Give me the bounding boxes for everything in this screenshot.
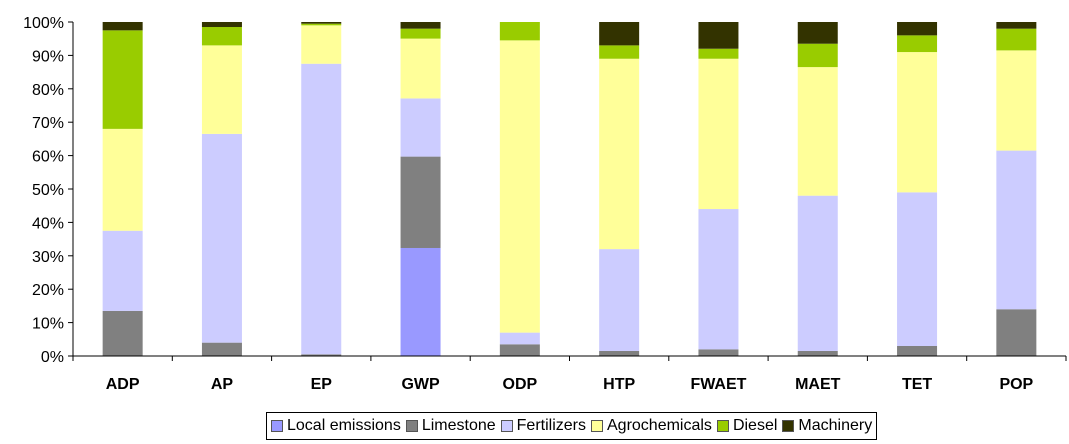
bar-segment-ep-fertilizers [301, 63, 342, 355]
stacked-bar-chart: 0% 10% 20% 30% 40% 50% 60% 70% 80% 90% 100% ADP AP E… [23, 15, 1067, 393]
bar-segment-ep-agrochemicals [301, 25, 342, 64]
bar-segment-fwaet-diesel [698, 48, 739, 59]
y-tick-label: 60% [32, 149, 64, 166]
x-category-label: TET [902, 376, 932, 393]
x-axis: ADP AP EP GWP ODP HTP FWAET MAET TET POP [72, 355, 1067, 393]
bar-segment-tet-machinery [897, 22, 938, 36]
y-tick-label: 0% [41, 349, 64, 366]
bar-segment-ap-limestone [201, 342, 242, 356]
y-tick-label: 10% [32, 316, 64, 333]
legend-label: Machinery [798, 417, 873, 434]
x-category-label: EP [311, 376, 333, 393]
bar-segment-tet-agrochemicals [897, 52, 938, 193]
bar-segment-gwp-local-emissions [400, 247, 441, 356]
bar-segment-adp-agrochemicals [102, 128, 143, 231]
legend-item: Agrochemicals [591, 417, 712, 435]
legend-swatch [591, 420, 603, 432]
legend-label: Diesel [732, 417, 778, 434]
legend-item: Fertilizers [500, 417, 586, 435]
y-tick-label: 30% [32, 249, 64, 266]
bar-segment-htp-fertilizers [599, 249, 640, 351]
legend-swatch [500, 420, 513, 432]
bar-segment-ep-limestone [301, 354, 342, 356]
bar-segment-ep-machinery [301, 22, 342, 24]
bar-segment-ap-machinery [201, 22, 242, 28]
bar-segment-fwaet-fertilizers [698, 209, 739, 350]
bar-segment-pop-diesel [996, 28, 1037, 51]
bar-segment-maet-limestone [797, 350, 838, 356]
bar-segment-ep-diesel [301, 23, 342, 26]
legend-label: Fertilizers [516, 417, 586, 434]
y-axis: 0% 10% 20% 30% 40% 50% 60% 70% 80% 90% 100% [23, 15, 74, 366]
bar-segment-pop-agrochemicals [996, 50, 1037, 151]
x-category-label: ADP [106, 376, 140, 393]
bar-segment-maet-machinery [797, 22, 838, 44]
bar-segment-maet-fertilizers [797, 195, 838, 351]
legend: Local emissions Limestone Fertilizers Agroc… [266, 412, 878, 440]
bar-segment-fwaet-machinery [698, 22, 739, 49]
bar-segment-odp-fertilizers [499, 332, 540, 345]
bar-segment-tet-diesel [897, 35, 938, 53]
legend-item: Diesel [716, 417, 778, 435]
bar-segment-gwp-diesel [400, 28, 441, 39]
x-category-label: AP [211, 376, 234, 393]
bar-segment-htp-machinery [599, 22, 640, 46]
y-tick-label: 90% [32, 48, 64, 65]
legend-label: Local emissions [287, 417, 401, 434]
legend-item: Local emissions [271, 417, 401, 435]
bar-segment-adp-limestone [102, 310, 143, 356]
bar-segment-pop-machinery [996, 22, 1037, 29]
y-tick-label: 40% [32, 215, 64, 232]
x-category-label: HTP [603, 376, 635, 393]
bar-segment-tet-limestone [897, 345, 938, 356]
bar-segment-pop-limestone [996, 309, 1037, 356]
bar-segment-gwp-agrochemicals [400, 38, 441, 99]
bar-segment-odp-diesel [499, 22, 540, 41]
bar-segment-fwaet-limestone [698, 349, 739, 356]
y-tick-label: 50% [32, 182, 64, 199]
bar-segment-adp-machinery [102, 22, 143, 31]
bar-segment-htp-diesel [599, 45, 640, 59]
bar-segment-gwp-limestone [400, 156, 441, 248]
bar-segment-gwp-machinery [400, 22, 441, 29]
x-category-label: ODP [503, 376, 538, 393]
bar-segment-htp-limestone [599, 350, 640, 356]
x-category-label: MAET [795, 376, 841, 393]
x-category-label: POP [999, 376, 1033, 393]
bar-segment-odp-agrochemicals [499, 40, 540, 333]
x-category-label: FWAET [690, 376, 746, 393]
y-tick-label: 70% [32, 115, 64, 132]
legend-swatch [405, 420, 418, 432]
y-tick-label: 80% [32, 82, 64, 99]
legend-item: Machinery [782, 417, 872, 435]
bar-segment-gwp-fertilizers [400, 98, 441, 157]
bar-segment-htp-agrochemicals [599, 58, 640, 250]
legend-label: Agrochemicals [607, 417, 712, 434]
legend-item: Limestone [405, 417, 496, 435]
bar-segment-ap-fertilizers [201, 133, 242, 343]
bar-segment-tet-fertilizers [897, 192, 938, 346]
bar-stacks [102, 22, 1037, 356]
bar-segment-maet-agrochemicals [797, 67, 838, 196]
legend-label: Limestone [421, 417, 496, 434]
legend-swatch [782, 420, 795, 432]
bar-segment-odp-limestone [499, 344, 540, 356]
bar-segment-ap-diesel [201, 27, 242, 46]
y-tick-label: 20% [32, 282, 64, 299]
legend-swatch [716, 420, 729, 432]
bar-segment-adp-diesel [102, 30, 143, 129]
bar-segment-fwaet-agrochemicals [698, 58, 739, 210]
y-tick-label: 100% [23, 15, 64, 32]
bar-segment-maet-diesel [797, 43, 838, 68]
legend-swatch [271, 420, 283, 432]
bar-segment-adp-fertilizers [102, 230, 143, 311]
bar-segment-pop-fertilizers [996, 150, 1037, 310]
bar-segment-ap-agrochemicals [201, 45, 242, 134]
x-category-label: GWP [401, 376, 440, 393]
